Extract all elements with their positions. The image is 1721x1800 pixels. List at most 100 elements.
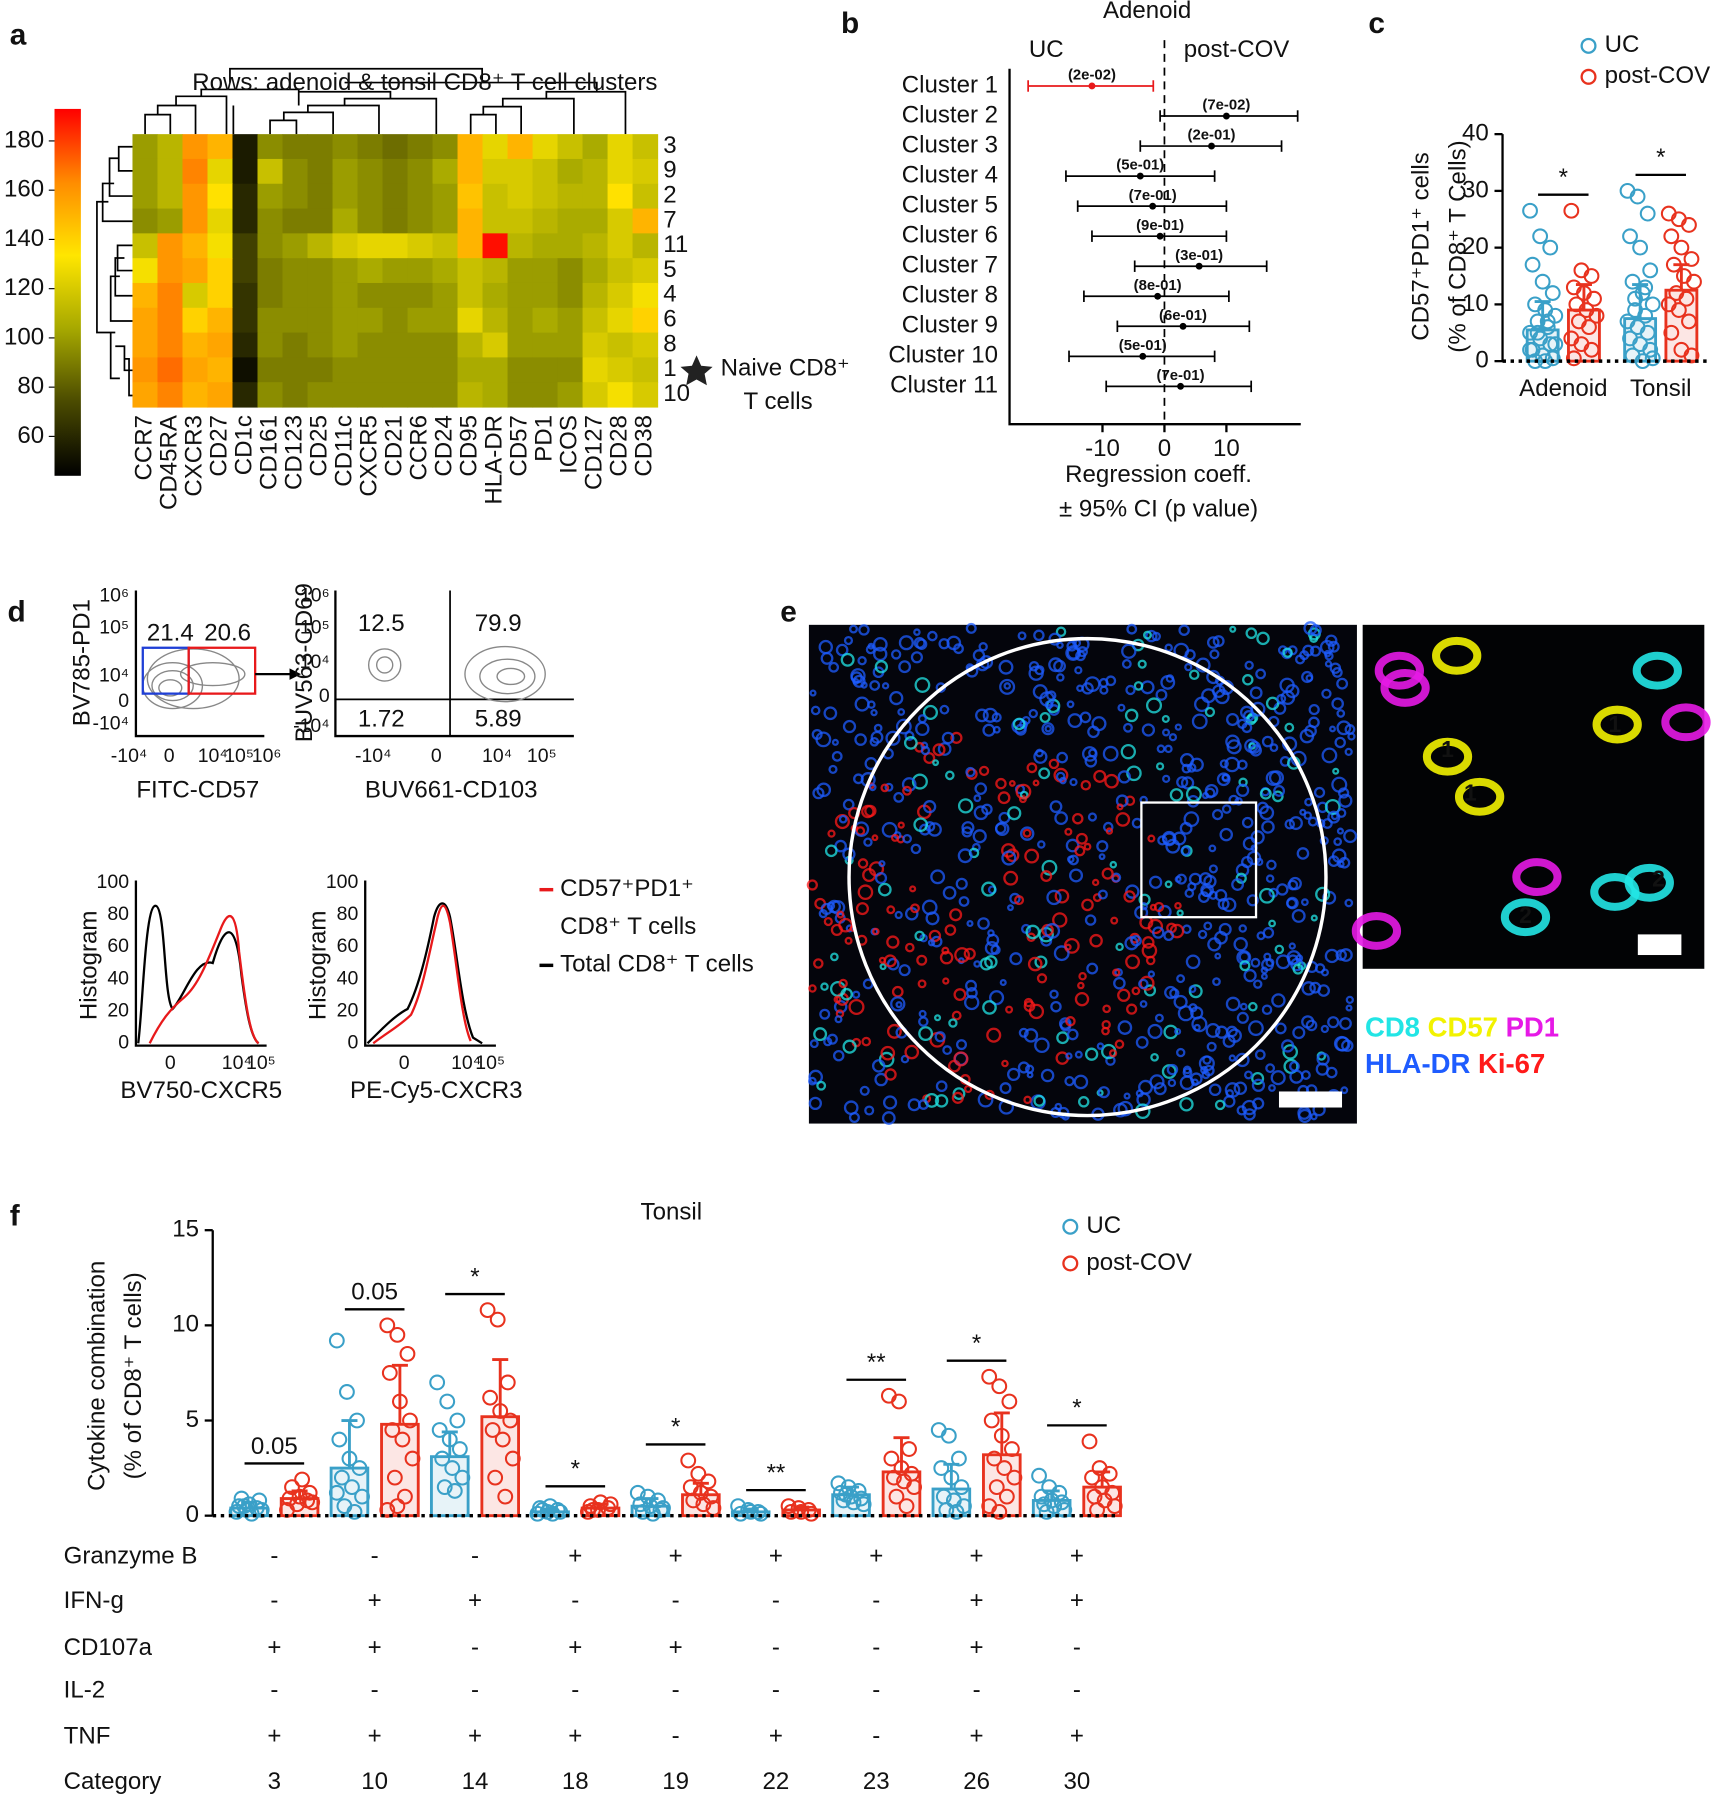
cell-signal bbox=[1203, 921, 1213, 931]
cell-signal bbox=[1221, 804, 1232, 814]
heatmap-cell bbox=[557, 134, 584, 160]
heatmap-cell bbox=[582, 208, 609, 234]
cell-signal bbox=[1009, 952, 1023, 966]
heatmap-cell bbox=[182, 208, 209, 234]
x-tick-label: 18 bbox=[562, 1768, 589, 1795]
legend-label: post-COV bbox=[1605, 62, 1711, 89]
heatmap-cell bbox=[432, 233, 459, 259]
cell-signal bbox=[1001, 1059, 1009, 1068]
heatmap-cell bbox=[582, 382, 609, 408]
y-tick-label: 5 bbox=[186, 1406, 199, 1433]
cell-signal bbox=[997, 791, 1011, 805]
cell-signal bbox=[1228, 1054, 1236, 1062]
scale-bar bbox=[1637, 934, 1682, 956]
cell-signal bbox=[1271, 993, 1286, 1008]
cell-signal bbox=[932, 759, 940, 767]
quadrant-value: 79.9 bbox=[475, 610, 522, 637]
cell-signal bbox=[1145, 629, 1158, 643]
arrow-head bbox=[289, 668, 302, 680]
y-tick-label: -10⁴ bbox=[92, 713, 129, 735]
cell-signal bbox=[1288, 816, 1303, 831]
cell-signal bbox=[953, 988, 967, 1002]
heatmap-cell bbox=[632, 332, 659, 358]
data-point bbox=[482, 1389, 499, 1406]
cell-signal bbox=[1112, 968, 1121, 977]
heatmap-cell bbox=[357, 357, 384, 383]
cell-signal bbox=[1053, 659, 1066, 673]
cell-signal bbox=[884, 782, 894, 792]
heatmap-cell bbox=[182, 332, 209, 358]
heatmap-cell bbox=[207, 183, 234, 210]
heatmap-cell bbox=[557, 332, 584, 358]
cell-signal bbox=[1324, 798, 1341, 815]
heatmap-cell bbox=[557, 183, 584, 210]
heatmap-cell bbox=[307, 307, 334, 334]
cell-signal bbox=[1208, 844, 1217, 853]
cell-signal bbox=[813, 1027, 828, 1042]
data-point bbox=[399, 1345, 416, 1362]
data-point bbox=[1624, 273, 1641, 290]
significance-label: 0.05 bbox=[351, 1279, 398, 1306]
cell-signal bbox=[1305, 674, 1314, 683]
cell-signal bbox=[1185, 786, 1202, 803]
cell-signal bbox=[1329, 725, 1336, 733]
data-point bbox=[492, 1403, 509, 1419]
column-label: CD95 bbox=[455, 415, 482, 477]
cell-signal bbox=[850, 668, 866, 684]
cell-signal bbox=[1338, 793, 1353, 808]
heatmap-cell bbox=[282, 307, 309, 334]
cell-signal bbox=[1007, 1067, 1021, 1082]
region-outline bbox=[847, 636, 1328, 1118]
heatmap-cell bbox=[432, 208, 459, 234]
heatmap-cell bbox=[282, 282, 309, 309]
heatmap-cell bbox=[532, 357, 559, 383]
cell-signal bbox=[1007, 904, 1014, 912]
data-point bbox=[1670, 302, 1687, 318]
cell-signal bbox=[984, 941, 999, 956]
condition-value: - bbox=[872, 1587, 880, 1614]
data-point bbox=[1622, 228, 1638, 245]
cell-signal bbox=[1164, 985, 1178, 1000]
cell-signal bbox=[1323, 649, 1332, 658]
cell-signal bbox=[1120, 743, 1137, 760]
estimate bbox=[1154, 292, 1162, 300]
cell-signal bbox=[1269, 743, 1279, 752]
cell-signal bbox=[1174, 875, 1182, 883]
legend-marker bbox=[1062, 1255, 1079, 1272]
cell-signal bbox=[1024, 848, 1040, 864]
cell-signal bbox=[1161, 714, 1170, 723]
row-label: 6 bbox=[663, 306, 676, 333]
data-point bbox=[943, 1469, 960, 1486]
cell-signal bbox=[1183, 811, 1200, 828]
x-tick-label: 10⁵ bbox=[475, 1052, 505, 1074]
cell-signal bbox=[1049, 800, 1063, 814]
data-point bbox=[284, 1479, 300, 1496]
data-point bbox=[1522, 202, 1538, 219]
heatmap-cell bbox=[582, 158, 609, 185]
data-point bbox=[434, 1450, 451, 1467]
colorbar-tick-label: 160 bbox=[4, 176, 44, 203]
cell-signal bbox=[1023, 1095, 1032, 1105]
y-tick-label: 10⁴ bbox=[300, 651, 330, 673]
estimate bbox=[1222, 112, 1230, 120]
heatmap-cell bbox=[207, 208, 234, 234]
cell-signal bbox=[880, 783, 890, 793]
cell-signal bbox=[1108, 1049, 1118, 1058]
estimate bbox=[1179, 322, 1187, 330]
cell-signal bbox=[834, 839, 847, 853]
data-point bbox=[1053, 1494, 1070, 1511]
cell-signal bbox=[874, 660, 889, 674]
cell-signal bbox=[1268, 1084, 1276, 1092]
cell-signal bbox=[1041, 859, 1058, 876]
heatmap-cell bbox=[507, 307, 534, 334]
heatmap-cell bbox=[507, 183, 534, 210]
significance-label: * bbox=[671, 1414, 680, 1441]
heatmap-cell bbox=[632, 282, 659, 309]
significance-label: * bbox=[1559, 164, 1568, 191]
cell-signal bbox=[1163, 1024, 1179, 1040]
data-point bbox=[1003, 1441, 1020, 1457]
condition-value: + bbox=[669, 1634, 683, 1661]
data-point bbox=[339, 1384, 355, 1400]
cell-signal bbox=[1080, 779, 1092, 791]
cell-signal bbox=[1241, 816, 1254, 829]
